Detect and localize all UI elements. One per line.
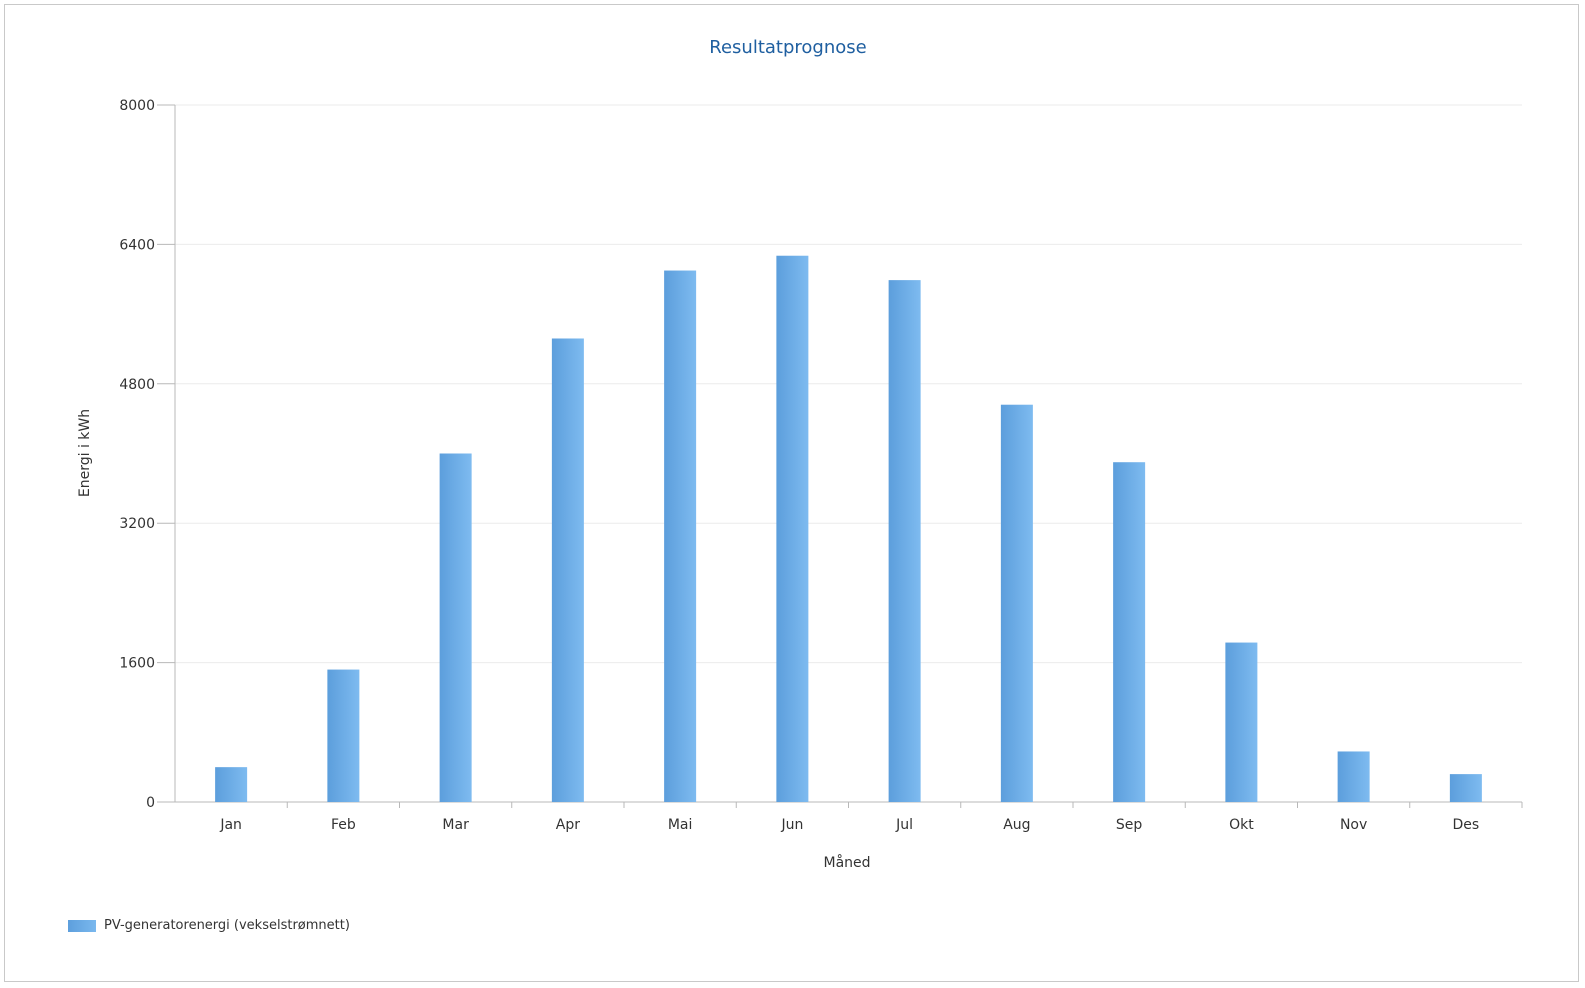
x-axis-title: Måned bbox=[823, 854, 870, 871]
x-tick-label: Aug bbox=[1003, 817, 1030, 833]
x-tick-label: Jun bbox=[780, 817, 803, 833]
bar-jun bbox=[776, 255, 809, 802]
x-tick-label: Jul bbox=[895, 817, 913, 833]
y-tick-label: 4800 bbox=[119, 377, 155, 393]
axis-layer bbox=[157, 104, 1523, 808]
grid-layer bbox=[175, 104, 1522, 664]
legend: PV-generatorenergi (vekselstrømnett) bbox=[68, 918, 350, 933]
y-axis-title: Energi i kWh bbox=[77, 409, 93, 497]
bar-feb bbox=[327, 669, 360, 802]
x-tick-label: Feb bbox=[331, 817, 356, 833]
bar-jul bbox=[888, 280, 921, 803]
x-tick-label: Nov bbox=[1340, 817, 1367, 833]
bar-aug bbox=[1000, 404, 1033, 802]
bar-sep bbox=[1113, 462, 1146, 802]
y-tick-label: 6400 bbox=[119, 237, 155, 253]
bar-nov bbox=[1337, 751, 1370, 802]
y-tick-label: 8000 bbox=[119, 98, 155, 114]
chart-title: Resultatprognose bbox=[709, 37, 866, 58]
legend-swatch bbox=[68, 919, 96, 932]
label-layer: 0 1600 3200 4800 6400 8000 Jan Feb Mar Apr Mai Jun J… bbox=[119, 98, 1479, 833]
bar-mar bbox=[439, 453, 472, 802]
x-tick-label: Okt bbox=[1229, 817, 1254, 833]
bar-layer bbox=[215, 255, 1482, 803]
x-tick-label: Mai bbox=[668, 817, 693, 833]
x-tick-label: Mar bbox=[442, 817, 469, 833]
x-tick-label: Apr bbox=[556, 817, 580, 833]
x-tick-label: Jan bbox=[219, 817, 242, 833]
bar-mai bbox=[664, 270, 697, 803]
y-tick-label: 3200 bbox=[119, 516, 155, 532]
y-tick-label: 1600 bbox=[119, 656, 155, 672]
bar-apr bbox=[551, 338, 584, 802]
bar-jan bbox=[215, 767, 248, 802]
y-tick-label: 0 bbox=[146, 795, 155, 811]
x-tick-label: Sep bbox=[1116, 817, 1143, 833]
x-tick-label: Des bbox=[1453, 817, 1480, 833]
bar-des bbox=[1449, 774, 1482, 802]
bar-okt bbox=[1225, 642, 1258, 802]
legend-label: PV-generatorenergi (vekselstrømnett) bbox=[104, 918, 350, 933]
